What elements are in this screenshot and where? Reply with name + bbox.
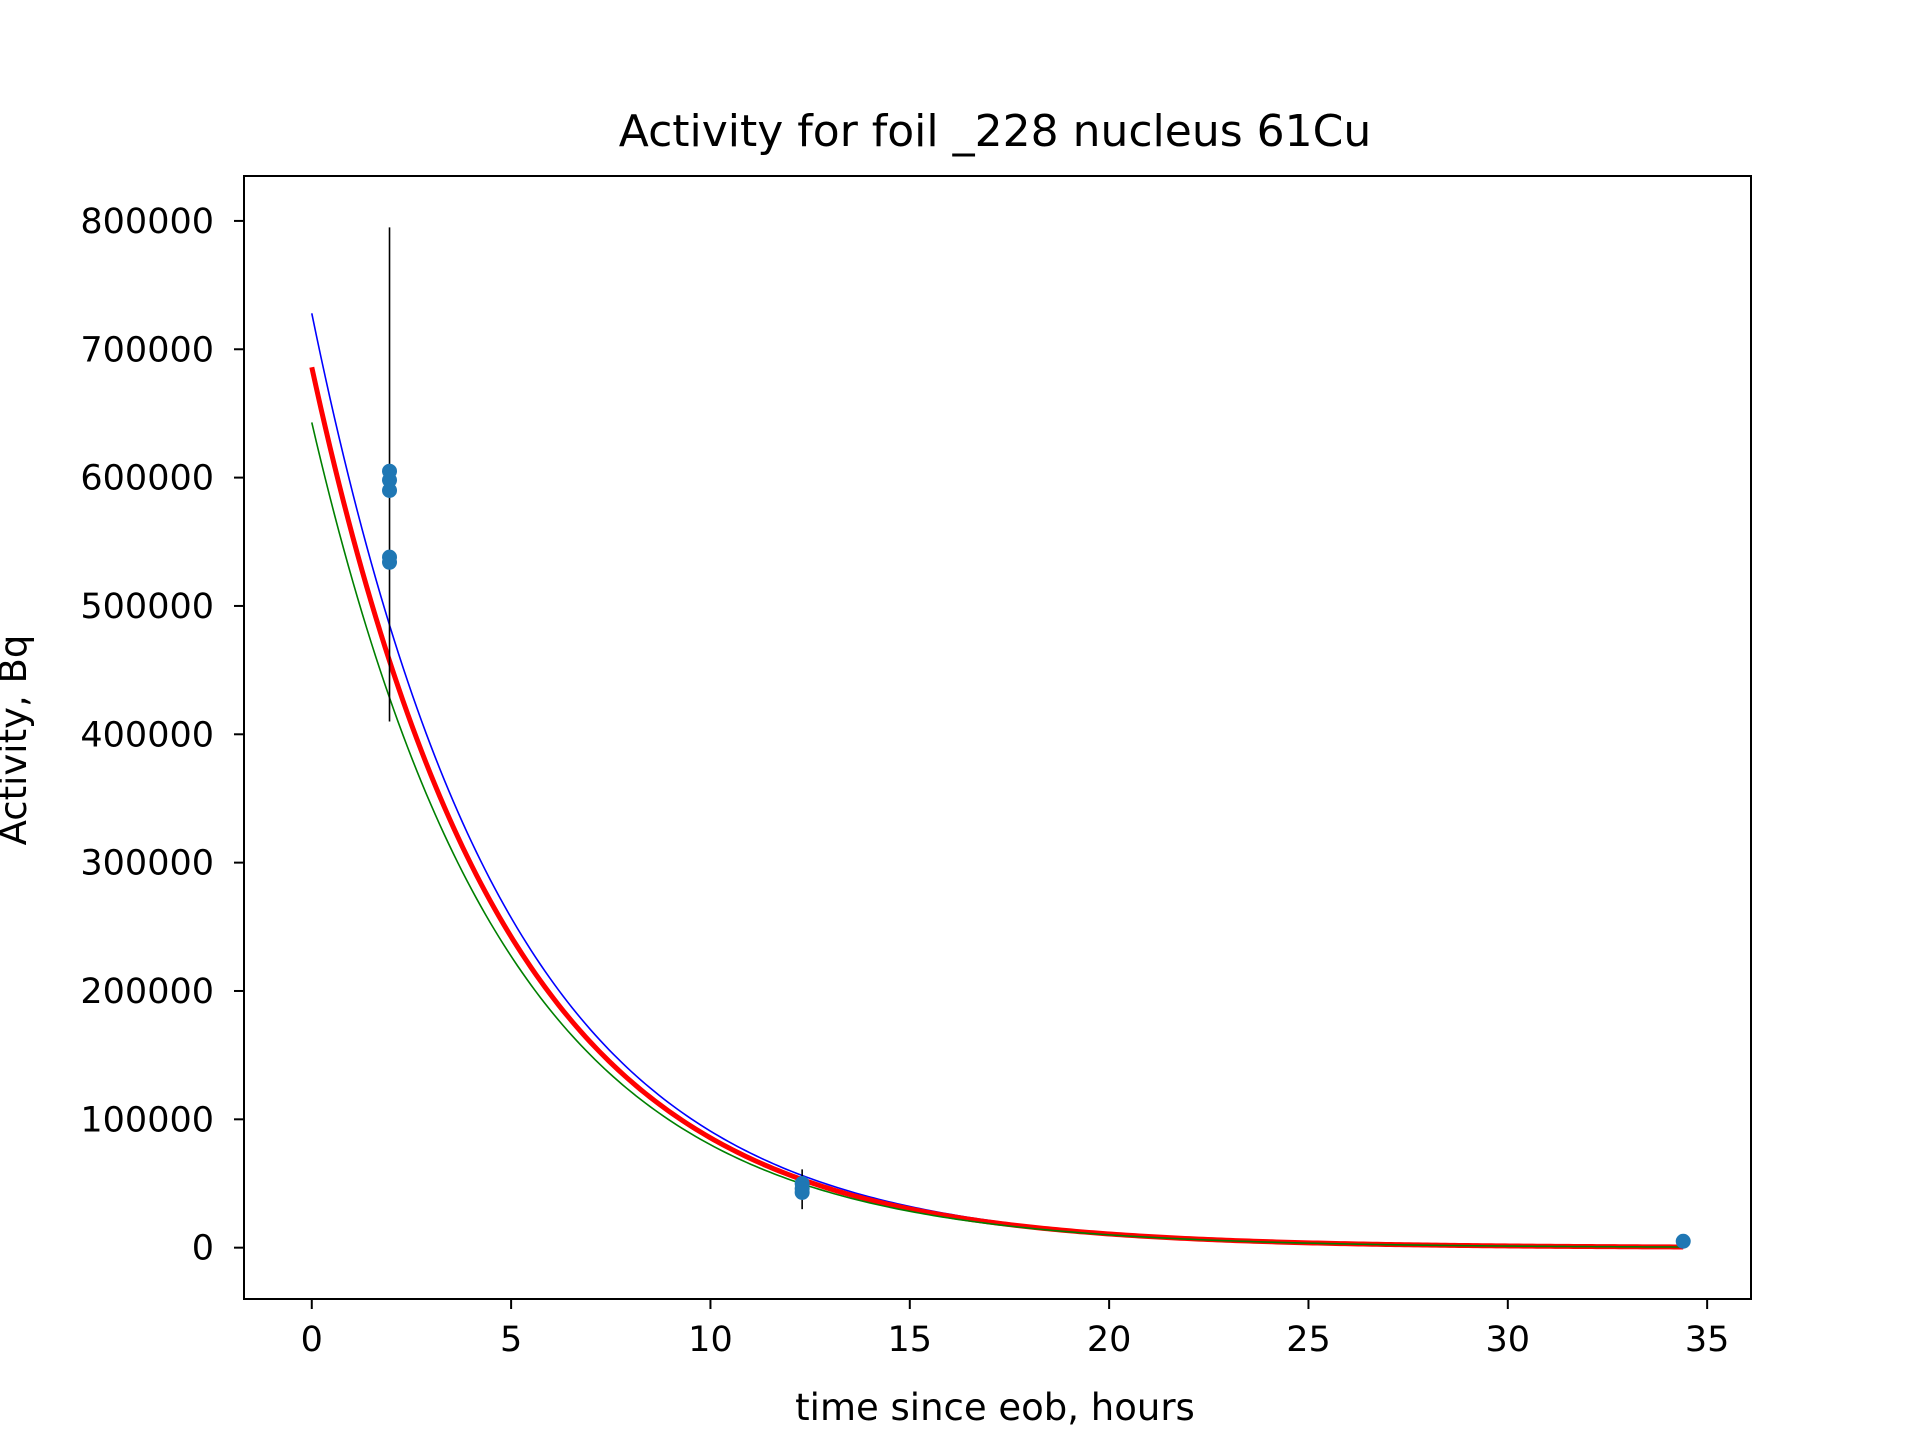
y-tick-label: 600000 [80, 459, 214, 499]
data-point-8 [1675, 1233, 1691, 1249]
fit-curves [309, 313, 1684, 1250]
fit-curve-lower [311, 422, 1684, 1248]
data-point-2 [382, 482, 398, 498]
y-axis-ticks: 0 100000 200000 300000 400000 500000 600000 700… [80, 202, 244, 1269]
y-tick-label: 500000 [80, 587, 214, 627]
x-tick-label: 15 [888, 1320, 933, 1360]
y-tick-label: 700000 [80, 330, 214, 370]
y-tick-label: 0 [192, 1229, 214, 1269]
y-tick-label: 800000 [80, 202, 214, 242]
x-axis-ticks: 0 5 10 15 20 25 30 35 [301, 1299, 1730, 1360]
y-tick-label: 100000 [80, 1100, 214, 1140]
y-tick-label: 200000 [80, 972, 214, 1012]
y-tick-label: 300000 [80, 844, 214, 884]
x-tick-label: 5 [500, 1320, 522, 1360]
x-tick-label: 25 [1286, 1320, 1331, 1360]
y-tick-label: 400000 [80, 715, 214, 755]
x-tick-label: 0 [301, 1320, 323, 1360]
x-tick-label: 35 [1685, 1320, 1730, 1360]
data-point-7 [794, 1184, 810, 1200]
x-tick-label: 10 [688, 1320, 733, 1360]
y-axis-label: Activity, Bq [0, 635, 35, 846]
data-point-1 [382, 472, 398, 488]
plot-area-frame [243, 175, 1752, 1300]
x-axis-label: time since eob, hours [795, 1386, 1195, 1429]
data-points [382, 463, 1691, 1249]
data-point-4 [382, 554, 398, 570]
x-tick-label: 30 [1486, 1320, 1531, 1360]
x-tick-label: 20 [1087, 1320, 1132, 1360]
chart-title: Activity for foil _228 nucleus 61Cu [619, 106, 1372, 157]
